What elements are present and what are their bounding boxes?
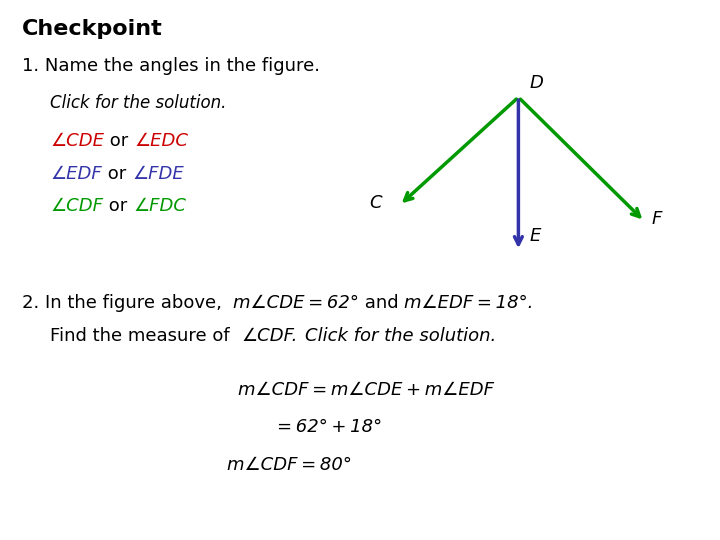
Text: ∠CDF.: ∠CDF. <box>241 327 298 345</box>
Text: or: or <box>104 132 135 150</box>
Text: m∠CDF = m∠CDE + m∠EDF: m∠CDF = m∠CDE + m∠EDF <box>238 381 494 399</box>
Text: m∠CDE = 62°: m∠CDE = 62° <box>233 294 359 312</box>
Text: Find the measure of: Find the measure of <box>50 327 241 345</box>
Text: D: D <box>529 74 543 92</box>
Text: C: C <box>369 193 382 212</box>
Text: Click for the solution.: Click for the solution. <box>50 94 227 112</box>
Text: F: F <box>652 210 662 228</box>
Text: Click for the solution.: Click for the solution. <box>305 327 496 345</box>
Text: ∠EDC: ∠EDC <box>135 132 189 150</box>
Text: Checkpoint: Checkpoint <box>22 19 162 39</box>
Text: 2. In the figure above,: 2. In the figure above, <box>22 294 233 312</box>
Text: E: E <box>529 227 541 245</box>
Text: m∠EDF = 18°.: m∠EDF = 18°. <box>404 294 534 312</box>
Text: ∠CDF: ∠CDF <box>50 197 104 215</box>
Text: or: or <box>102 165 132 183</box>
Text: 1. Name the angles in the figure.: 1. Name the angles in the figure. <box>22 57 320 75</box>
Text: m∠CDF = 80°: m∠CDF = 80° <box>227 456 351 474</box>
Text: or: or <box>104 197 133 215</box>
Text: and: and <box>359 294 404 312</box>
Text: ∠FDE: ∠FDE <box>132 165 184 183</box>
Text: = 62° + 18°: = 62° + 18° <box>277 418 382 436</box>
Text: ∠EDF: ∠EDF <box>50 165 102 183</box>
Text: ∠FDC: ∠FDC <box>133 197 186 215</box>
Text: ∠CDE: ∠CDE <box>50 132 104 150</box>
